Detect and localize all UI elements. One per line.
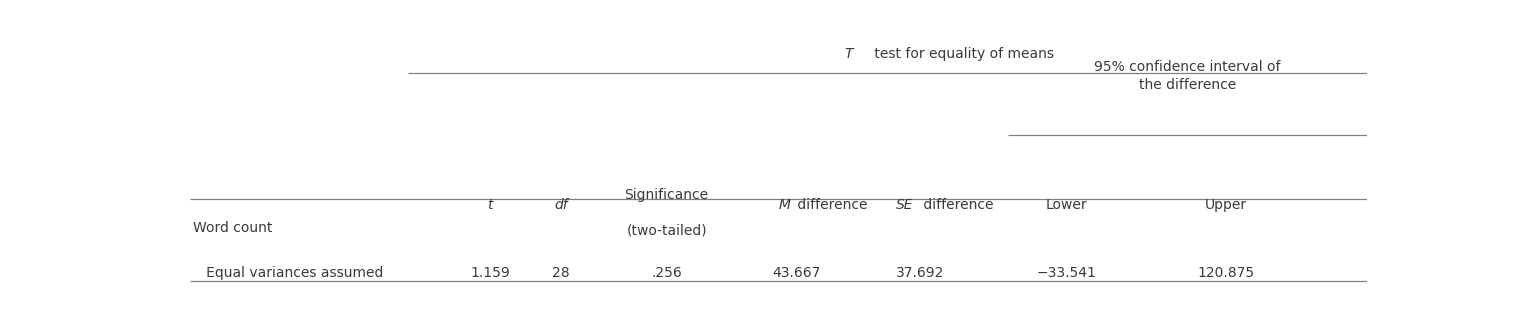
Text: the difference: the difference: [1139, 78, 1236, 92]
Text: 1.159: 1.159: [471, 266, 510, 280]
Text: Lower: Lower: [1047, 198, 1088, 212]
Text: Word count: Word count: [193, 220, 273, 234]
Text: −33.541: −33.541: [1037, 266, 1097, 280]
Text: difference: difference: [919, 198, 993, 212]
Text: M: M: [778, 198, 790, 212]
Text: SE: SE: [896, 198, 914, 212]
Text: 43.667: 43.667: [772, 266, 820, 280]
Text: test for equality of means: test for equality of means: [870, 47, 1054, 61]
Text: difference: difference: [793, 198, 867, 212]
Text: 120.875: 120.875: [1197, 266, 1255, 280]
Text: t: t: [488, 198, 492, 212]
Text: 28: 28: [551, 266, 570, 280]
Text: Upper: Upper: [1205, 198, 1247, 212]
Text: Significance: Significance: [624, 188, 709, 202]
Text: 37.692: 37.692: [896, 266, 943, 280]
Text: (two-tailed): (two-tailed): [626, 223, 706, 237]
Text: df: df: [554, 198, 568, 212]
Text: 95% confidence interval of: 95% confidence interval of: [1094, 60, 1281, 75]
Text: .256: .256: [652, 266, 682, 280]
Text: T: T: [845, 47, 854, 61]
Text: Equal variances assumed: Equal variances assumed: [193, 266, 384, 280]
